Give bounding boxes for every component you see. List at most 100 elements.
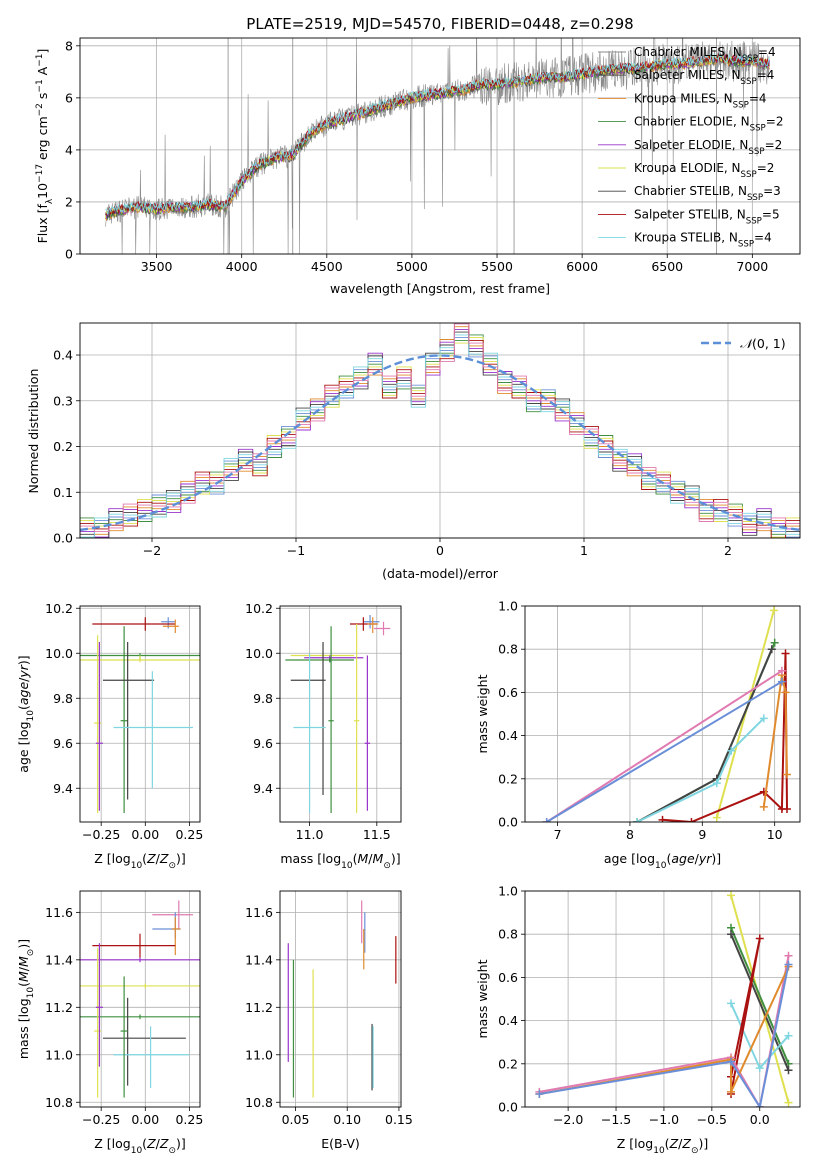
mass-weight-series xyxy=(730,895,790,1103)
mass-weight-point xyxy=(777,677,786,686)
x-axis-label: Z [log10(Z/Z⊙)] xyxy=(617,1136,709,1156)
mass-weight-point xyxy=(755,1064,764,1073)
x-tick-label: 9 xyxy=(698,827,706,842)
mass-weight-point xyxy=(727,1087,736,1096)
y-tick-label: 0.0 xyxy=(498,1100,518,1115)
x-tick-label: 5500 xyxy=(481,259,513,274)
x-axis-label: E(B-V) xyxy=(321,1136,360,1151)
axes-frame xyxy=(524,605,801,823)
plot-area xyxy=(287,900,397,1098)
plot-area xyxy=(285,615,391,813)
mass-weight-point xyxy=(687,818,696,822)
y-tick-label: 9.6 xyxy=(53,736,73,751)
y-tick-label: 0.1 xyxy=(53,485,73,500)
plot-area xyxy=(105,38,770,254)
y-tick-label: 0.8 xyxy=(498,642,518,657)
normal-distribution-curve xyxy=(80,354,800,532)
mass-weight-point xyxy=(712,813,721,822)
x-tick-label: −2 xyxy=(143,543,161,558)
y-axis-label: age [log10(age/yr)] xyxy=(16,655,36,772)
mass-weight-point xyxy=(727,999,736,1008)
y-tick-label: 11.6 xyxy=(245,905,273,920)
y-tick-label: 9.4 xyxy=(53,781,73,796)
model-spectrum-line xyxy=(105,55,770,220)
mass-weight-point xyxy=(770,638,779,647)
mass-weight-point xyxy=(658,815,667,822)
mass-weight-series xyxy=(546,669,783,822)
mass-weight-series xyxy=(539,964,790,1107)
x-axis-label: mass [log10(M/M⊙)] xyxy=(280,851,400,871)
mass-weight-point xyxy=(542,818,551,822)
y-tick-label: 9.4 xyxy=(253,781,273,796)
y-tick-label: 11.2 xyxy=(245,1000,273,1015)
y-tick-label: 9.8 xyxy=(53,691,73,706)
y-tick-label: 0.0 xyxy=(498,815,518,830)
plot-area xyxy=(535,891,793,1107)
mass-weight-series xyxy=(539,966,790,1095)
x-tick-label: 2 xyxy=(724,543,732,558)
x-tick-label: 1 xyxy=(580,543,588,558)
x-tick-label: 0.0 xyxy=(750,1112,770,1127)
model-spectrum-line xyxy=(105,53,770,215)
x-axis-label: Z [log10(Z/Z⊙)] xyxy=(94,851,186,871)
mass-weight-point xyxy=(633,818,642,822)
x-tick-label: −0.25 xyxy=(82,827,120,842)
x-tick-label: −1.0 xyxy=(649,1112,679,1127)
x-tick-label: −2.0 xyxy=(553,1112,583,1127)
y-tick-label: 0.6 xyxy=(498,685,518,700)
chart-title-spectrum: PLATE=2519, MJD=54570, FIBERID=0448, z=0… xyxy=(246,15,633,33)
mass-weight-series xyxy=(762,674,788,808)
y-tick-label: 0.8 xyxy=(498,927,518,942)
y-tick-label: 9.8 xyxy=(253,691,273,706)
mass-weight-point xyxy=(769,606,778,615)
y-tick-label: 0.3 xyxy=(53,393,73,408)
x-tick-label: 4000 xyxy=(226,259,258,274)
mass-weight-point xyxy=(777,666,786,675)
y-tick-label: 11.0 xyxy=(45,1047,73,1062)
gridlines xyxy=(525,605,800,823)
legend-entry-label: Kroupa STELIB, NSSP=4 xyxy=(634,231,772,250)
mass-weight-point xyxy=(759,802,768,811)
axes-frame xyxy=(279,605,402,823)
mass-weight-point xyxy=(535,1090,544,1099)
mass-weight-point xyxy=(767,645,776,654)
x-tick-label: 0.25 xyxy=(175,1112,203,1127)
x-tick-label: 4500 xyxy=(311,259,343,274)
y-tick-label: 10.2 xyxy=(45,601,73,616)
x-tick-label: 6500 xyxy=(651,259,683,274)
mass-weight-point xyxy=(781,649,790,658)
mass-weight-point xyxy=(781,688,790,697)
y-tick-label: 0.6 xyxy=(498,970,518,985)
gridlines xyxy=(280,606,401,822)
axes-frame xyxy=(79,890,201,1108)
y-tick-label: 4 xyxy=(65,142,73,157)
y-tick-label: 0.4 xyxy=(498,1013,518,1028)
x-axis-label: Z [log10(Z/Z⊙)] xyxy=(94,1136,186,1156)
mass-weight-series xyxy=(546,680,783,822)
y-tick-label: 6 xyxy=(65,90,73,105)
x-tick-label: 11.5 xyxy=(363,827,391,842)
legend-entry-label: Kroupa ELODIE, NSSP=2 xyxy=(634,161,774,180)
y-tick-label: 1.0 xyxy=(498,884,518,899)
x-axis-label: age [log10(age/yr)] xyxy=(604,851,721,871)
x-tick-label: 0.15 xyxy=(385,1112,413,1127)
y-tick-label: 10.2 xyxy=(245,601,273,616)
mass-weight-series xyxy=(730,927,790,1065)
y-tick-label: 9.6 xyxy=(253,736,273,751)
legend-entry-label: Salpeter STELIB, NSSP=5 xyxy=(634,207,780,226)
y-axis-label: mass weight xyxy=(475,674,490,753)
y-tick-label: 0.4 xyxy=(498,728,518,743)
mass-weight-point xyxy=(727,746,736,755)
gridlines xyxy=(280,891,401,1107)
mass-weight-point xyxy=(727,891,736,900)
axes-frame xyxy=(79,605,201,823)
y-tick-label: 11.6 xyxy=(45,905,73,920)
axes-3: 11.0 11.5 9.4 9.6 9.8 10.0 10.2 xyxy=(245,601,402,842)
mass-weight-point xyxy=(727,930,736,939)
axes-4: 7 8 9 10 0.0 0.2 0.4 0.6 0.8 1.0 xyxy=(498,599,801,842)
plot-area xyxy=(542,606,791,822)
x-axis-label-spectrum: wavelength [Angstrom, rest frame] xyxy=(330,281,550,296)
mass-weight-point xyxy=(784,1066,793,1075)
plot-area xyxy=(80,900,200,1098)
x-tick-label: 5000 xyxy=(396,259,428,274)
